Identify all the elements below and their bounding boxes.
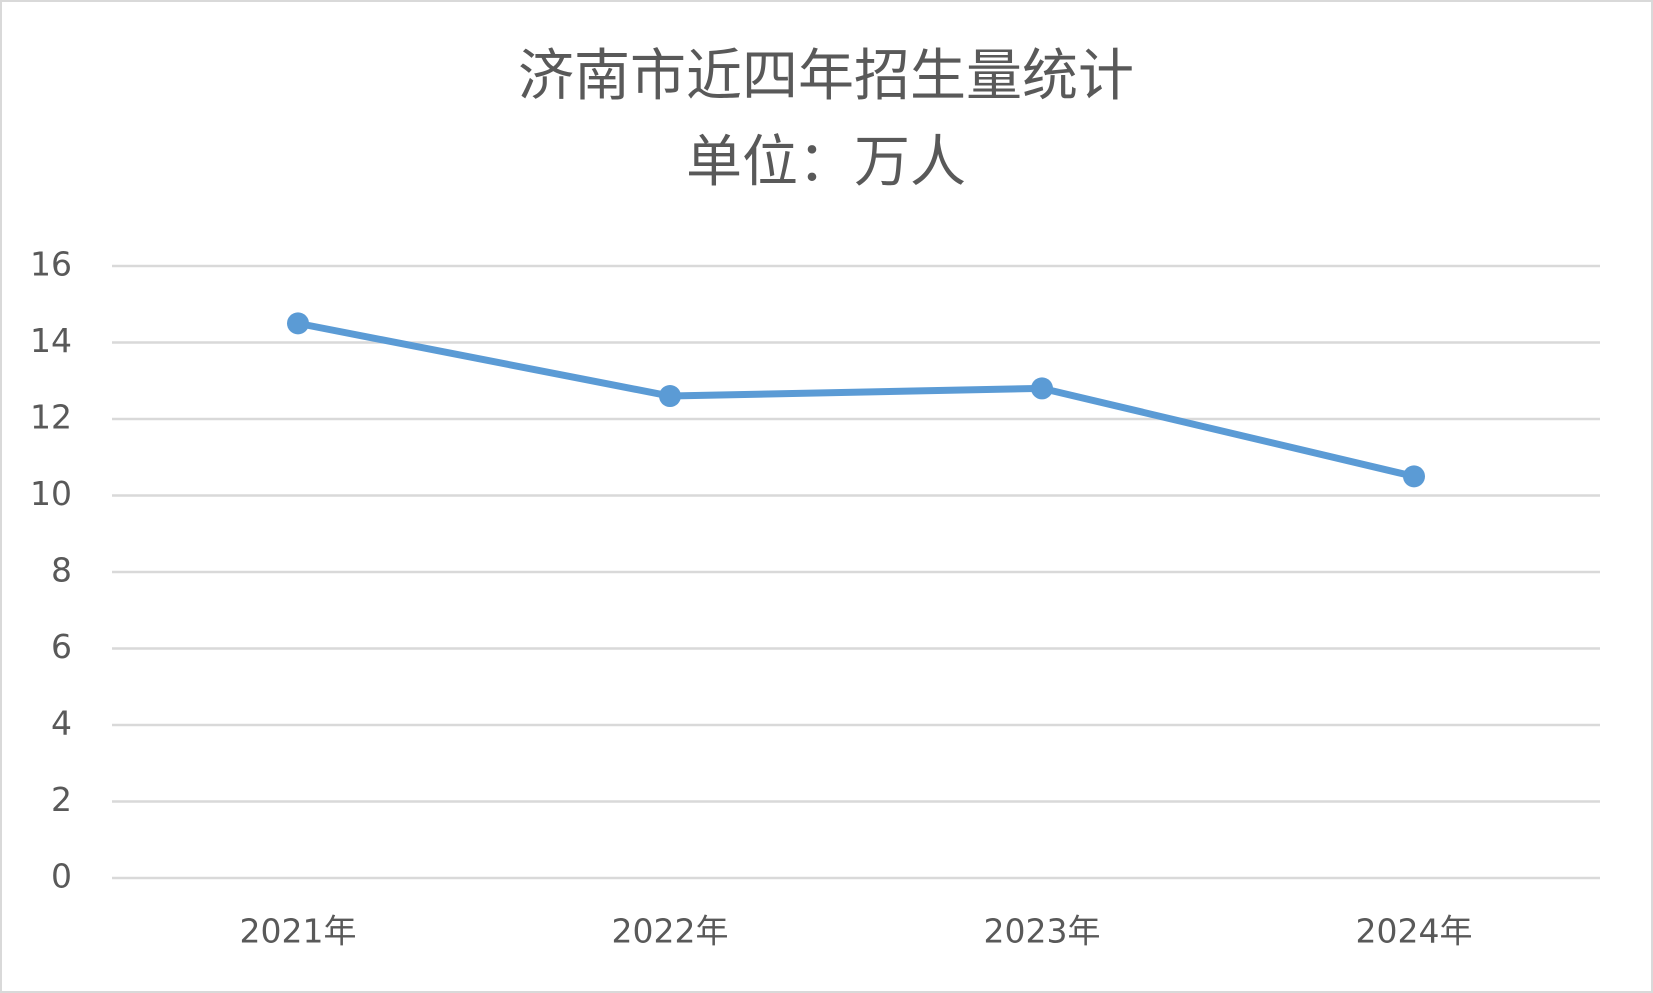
data-point <box>1403 465 1425 488</box>
x-tick-label: 2022年 <box>612 912 729 951</box>
y-tick-label: 14 <box>30 321 72 360</box>
y-tick-label: 12 <box>30 398 72 437</box>
y-tick-label: 16 <box>30 245 72 284</box>
y-tick-label: 6 <box>51 627 72 666</box>
data-point <box>287 312 309 335</box>
chart-subtitle: 单位：万人 <box>686 130 966 195</box>
data-point <box>1031 377 1053 400</box>
data-point <box>659 385 681 408</box>
x-tick-label: 2023年 <box>984 912 1101 951</box>
y-tick-label: 4 <box>51 704 72 743</box>
x-tick-label: 2024年 <box>1356 912 1473 951</box>
y-tick-label: 8 <box>51 551 72 590</box>
y-tick-label: 0 <box>51 857 72 896</box>
x-tick-label: 2021年 <box>240 912 357 951</box>
y-tick-label: 2 <box>51 780 72 819</box>
chart-title: 济南市近四年招生量统计 <box>518 44 1134 109</box>
series-line <box>297 319 1415 480</box>
y-tick-label: 10 <box>30 474 72 513</box>
